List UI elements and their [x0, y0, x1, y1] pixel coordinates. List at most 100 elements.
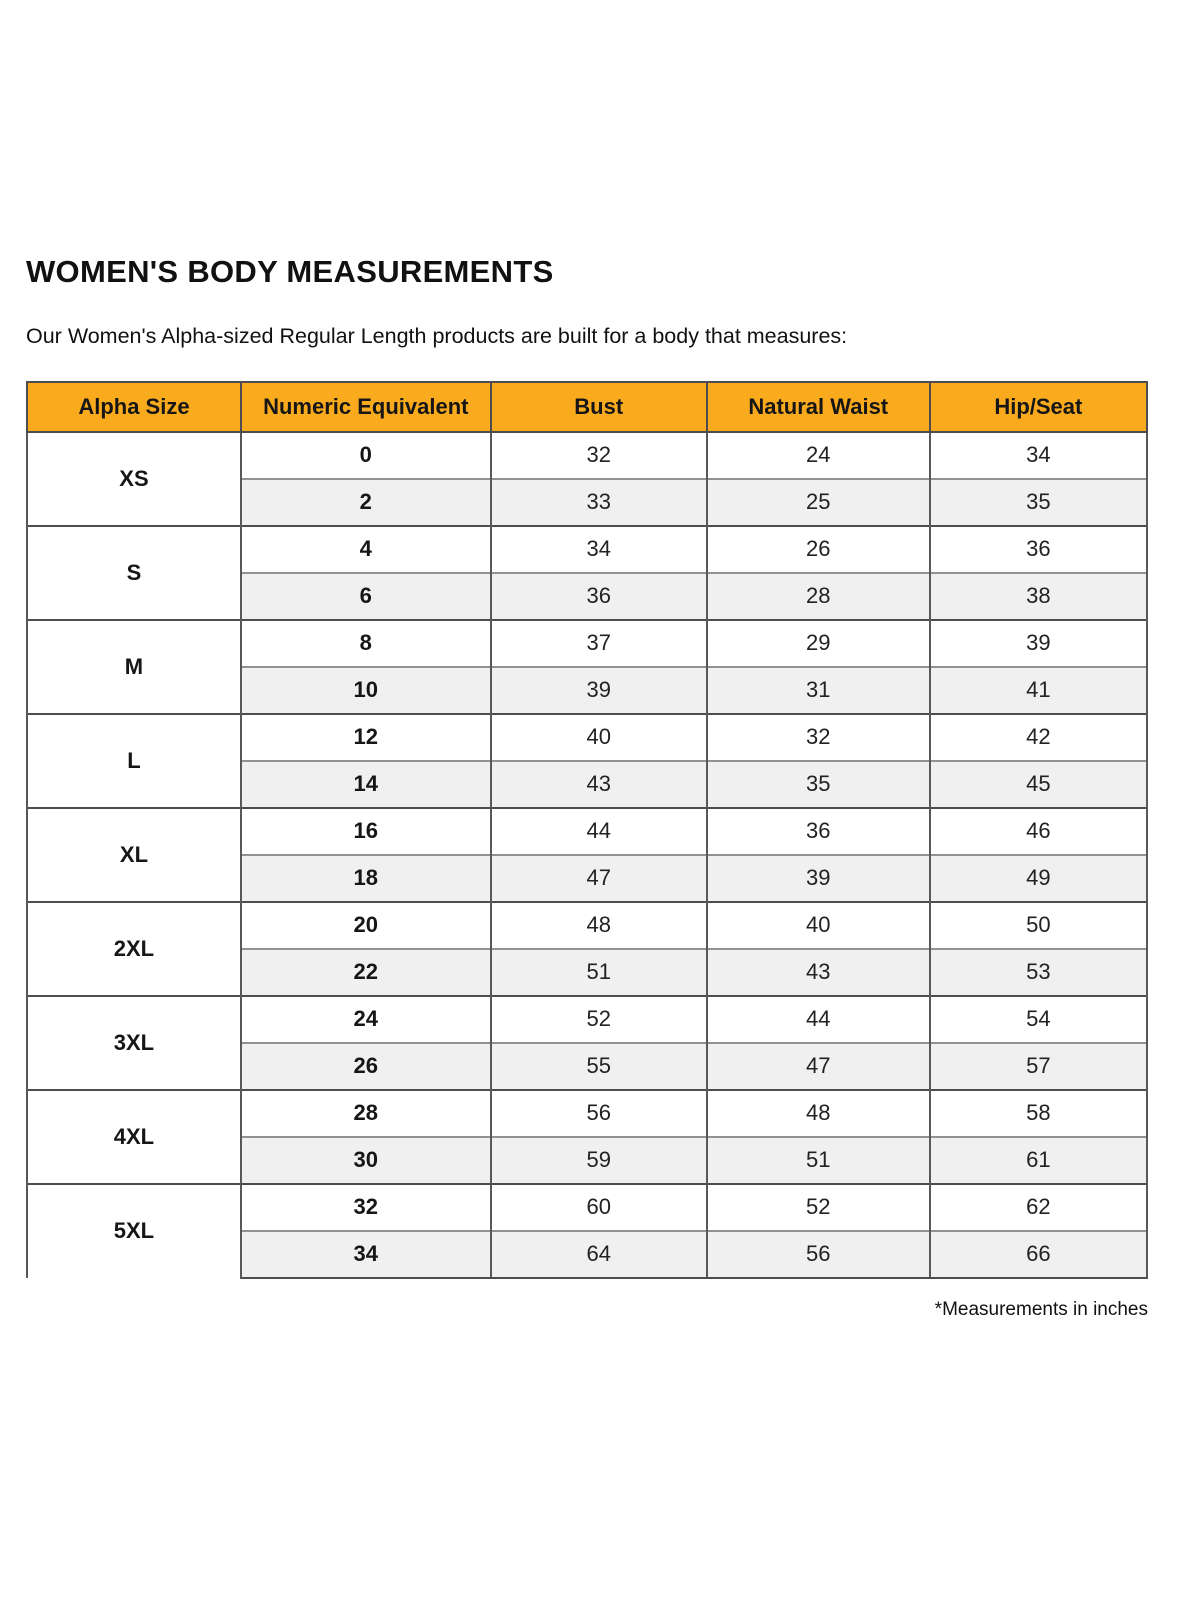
table-row-xl-16: XL 16 44 36 46: [26, 806, 1149, 902]
hip-seat-cell: 57: [928, 1041, 1149, 1090]
table-row-3xl-26: 26 55 47 57: [27, 1041, 1149, 1090]
natural-waist-cell: 51: [705, 1135, 931, 1184]
natural-waist-cell: 40: [705, 900, 931, 949]
table-row-m-10: 10 39 31 41: [27, 665, 1149, 714]
numeric-equivalent-cell: 30: [239, 1135, 492, 1184]
header-alpha-size: Alpha Size: [26, 380, 242, 433]
page-title: WOMEN'S BODY MEASUREMENTS: [26, 254, 554, 289]
hip-seat-cell: 58: [928, 1088, 1149, 1137]
hip-seat-cell: 45: [928, 759, 1149, 808]
numeric-equivalent-cell: 20: [239, 900, 492, 949]
numeric-equivalent-cell: 32: [239, 1182, 492, 1231]
table-row-2xl-20: 2XL 20 48 40 50: [26, 900, 1149, 996]
numeric-equivalent-cell: 8: [239, 618, 492, 667]
natural-waist-cell: 31: [705, 665, 931, 714]
table-row-5xl-32: 5XL 32 60 52 62: [26, 1182, 1149, 1278]
table-row-4xl-28: 4XL 28 56 48 58: [26, 1088, 1149, 1184]
bust-cell: 52: [489, 994, 708, 1043]
alpha-size-cell-3xl: 3XL: [26, 994, 242, 1090]
numeric-equivalent-cell: 34: [239, 1229, 492, 1279]
bust-cell: 47: [489, 853, 708, 902]
natural-waist-cell: 44: [705, 994, 931, 1043]
table-row-xs-0: XS 0 32 24 34: [26, 430, 1149, 526]
table-row-xl-18: 18 47 39 49: [27, 853, 1149, 902]
alpha-size-cell-xl: XL: [26, 806, 242, 902]
natural-waist-cell: 39: [705, 853, 931, 902]
hip-seat-cell: 35: [928, 477, 1149, 526]
header-hip-seat: Hip/Seat: [928, 380, 1149, 433]
table-header-row: Alpha Size Numeric Equivalent Bust Natur…: [26, 380, 1149, 433]
measurements-footnote: *Measurements in inches: [934, 1298, 1148, 1320]
numeric-equivalent-cell: 6: [239, 571, 492, 620]
natural-waist-cell: 25: [705, 477, 931, 526]
numeric-equivalent-cell: 18: [239, 853, 492, 902]
natural-waist-cell: 56: [705, 1229, 931, 1279]
header-bust: Bust: [489, 380, 708, 433]
natural-waist-cell: 32: [705, 712, 931, 761]
numeric-equivalent-cell: 0: [239, 430, 492, 479]
table-row-l-12: L 12 40 32 42: [26, 712, 1149, 808]
page-subtitle: Our Women's Alpha-sized Regular Length p…: [26, 324, 848, 348]
table-row-3xl-24: 3XL 24 52 44 54: [26, 994, 1149, 1090]
bust-cell: 51: [489, 947, 708, 996]
natural-waist-cell: 43: [705, 947, 931, 996]
table-row-5xl-34: 34 64 56 66: [27, 1229, 1149, 1279]
natural-waist-cell: 36: [705, 806, 931, 855]
bust-cell: 48: [489, 900, 708, 949]
hip-seat-cell: 41: [928, 665, 1149, 714]
hip-seat-cell: 53: [928, 947, 1149, 996]
natural-waist-cell: 35: [705, 759, 931, 808]
bust-cell: 40: [489, 712, 708, 761]
table-row-xs-2: 2 33 25 35: [27, 477, 1149, 526]
alpha-size-cell-m: M: [26, 618, 242, 714]
numeric-equivalent-cell: 14: [239, 759, 492, 808]
hip-seat-cell: 39: [928, 618, 1149, 667]
natural-waist-cell: 48: [705, 1088, 931, 1137]
alpha-size-cell-2xl: 2XL: [26, 900, 242, 996]
page: WOMEN'S BODY MEASUREMENTS Our Women's Al…: [26, 254, 1149, 1320]
header-natural-waist: Natural Waist: [705, 380, 931, 433]
numeric-equivalent-cell: 26: [239, 1041, 492, 1090]
hip-seat-cell: 61: [928, 1135, 1149, 1184]
bust-cell: 59: [489, 1135, 708, 1184]
natural-waist-cell: 47: [705, 1041, 931, 1090]
numeric-equivalent-cell: 16: [239, 806, 492, 855]
bust-cell: 34: [489, 524, 708, 573]
alpha-size-cell-l: L: [26, 712, 242, 808]
header-numeric-equivalent: Numeric Equivalent: [239, 380, 492, 433]
table-row-s-4: S 4 34 26 36: [26, 524, 1149, 620]
alpha-size-cell-5xl: 5XL: [26, 1182, 242, 1278]
natural-waist-cell: 28: [705, 571, 931, 620]
hip-seat-cell: 42: [928, 712, 1149, 761]
numeric-equivalent-cell: 22: [239, 947, 492, 996]
bust-cell: 56: [489, 1088, 708, 1137]
bust-cell: 39: [489, 665, 708, 714]
numeric-equivalent-cell: 28: [239, 1088, 492, 1137]
alpha-size-cell-s: S: [26, 524, 242, 620]
hip-seat-cell: 66: [928, 1229, 1149, 1279]
womens-body-measurements-table: Alpha Size Numeric Equivalent Bust Natur…: [26, 380, 1149, 1279]
table-row-m-8: M 8 37 29 39: [26, 618, 1149, 714]
hip-seat-cell: 62: [928, 1182, 1149, 1231]
numeric-equivalent-cell: 4: [239, 524, 492, 573]
table-row-2xl-22: 22 51 43 53: [27, 947, 1149, 996]
bust-cell: 64: [489, 1229, 708, 1279]
bust-cell: 37: [489, 618, 708, 667]
bust-cell: 44: [489, 806, 708, 855]
hip-seat-cell: 36: [928, 524, 1149, 573]
hip-seat-cell: 34: [928, 430, 1149, 479]
hip-seat-cell: 49: [928, 853, 1149, 902]
bust-cell: 36: [489, 571, 708, 620]
table-header: Alpha Size Numeric Equivalent Bust Natur…: [26, 380, 1149, 433]
table-body: XS 0 32 24 34 2 33 25 35 S 4 34 26 36 6 36 28 38 M 8 37 29 39 1…: [26, 430, 1149, 1279]
hip-seat-cell: 54: [928, 994, 1149, 1043]
table-row-4xl-30: 30 59 51 61: [27, 1135, 1149, 1184]
alpha-size-cell-4xl: 4XL: [26, 1088, 242, 1184]
alpha-size-cell-xs: XS: [26, 430, 242, 526]
table-row-s-6: 6 36 28 38: [27, 571, 1149, 620]
hip-seat-cell: 50: [928, 900, 1149, 949]
hip-seat-cell: 46: [928, 806, 1149, 855]
bust-cell: 60: [489, 1182, 708, 1231]
hip-seat-cell: 38: [928, 571, 1149, 620]
table-row-l-14: 14 43 35 45: [27, 759, 1149, 808]
